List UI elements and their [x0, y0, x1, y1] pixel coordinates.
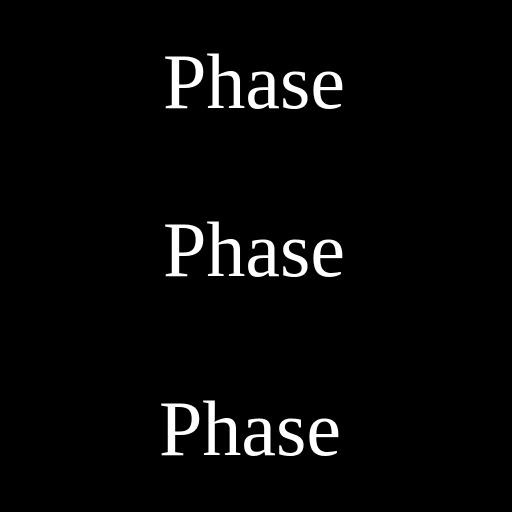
word-phase-3: Phase [159, 385, 341, 472]
word-phase-2: Phase [163, 206, 345, 293]
word-phase-1: Phase [163, 38, 345, 125]
